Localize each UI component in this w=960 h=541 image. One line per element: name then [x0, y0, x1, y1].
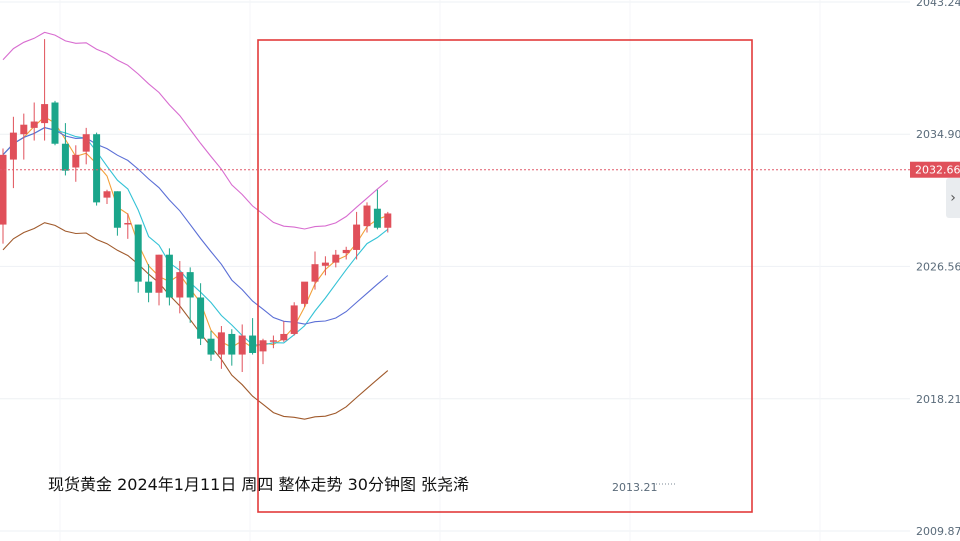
candle-body: [9, 132, 17, 160]
candle-body: [290, 305, 298, 334]
candle-body: [207, 338, 215, 355]
candle-series: [0, 39, 392, 372]
candle-body: [186, 272, 194, 298]
highlight-rectangle: [257, 39, 753, 513]
lower-band-line: [2, 222, 389, 420]
candle-body: [228, 333, 236, 355]
candle-body: [197, 297, 205, 339]
indicator-lines: [2, 31, 389, 420]
candle-body: [269, 340, 277, 342]
candle-body: [311, 264, 319, 282]
ma-line: [2, 127, 389, 325]
chart-title: 现货黄金 2024年1月11日 周四 整体走势 30分钟图 张尧浠: [48, 475, 469, 494]
candle-body: [363, 205, 371, 227]
candle-body: [332, 254, 340, 263]
candle-body: [72, 154, 80, 168]
candle-body: [0, 154, 7, 225]
candle-body: [373, 208, 381, 228]
highlight-box: [257, 39, 753, 513]
candle-body: [93, 134, 101, 203]
y-tick-label: 2034.90: [916, 128, 960, 141]
candle-body: [259, 340, 267, 352]
y-tick-label: 2009.87: [916, 525, 960, 538]
candle-body: [280, 333, 288, 341]
candle-body: [217, 332, 225, 355]
candle-body: [51, 102, 59, 144]
y-tick-label: 2043.24: [916, 0, 960, 9]
candle-body: [176, 272, 184, 298]
current-price-tag: [910, 161, 960, 178]
candle-body: [30, 121, 38, 128]
candle-body: [113, 191, 121, 228]
chevron-right-icon[interactable]: ›: [946, 178, 960, 218]
ma-line: [2, 116, 388, 349]
grid-lines: [0, 0, 910, 541]
candle-body: [145, 281, 153, 293]
candle-body: [20, 124, 28, 135]
ma-line: [2, 127, 389, 346]
y-tick-label: 2026.56: [916, 260, 960, 273]
y-tick-label: 2018.21: [916, 393, 960, 406]
candle-body: [353, 224, 361, 250]
candle-body: [134, 224, 142, 282]
candle-body: [155, 254, 163, 293]
candle-body: [384, 213, 392, 228]
candle-body: [124, 222, 132, 225]
low-price-label: 2013.21: [612, 481, 658, 494]
candle-body: [249, 335, 257, 353]
candle-body: [238, 335, 246, 355]
upper-band-line: [2, 31, 389, 230]
candle-body: [61, 143, 69, 171]
annotations: 2032.66 2013.21: [0, 161, 960, 494]
candle-body: [342, 249, 350, 254]
candle-body: [301, 281, 309, 304]
candle-body: [165, 254, 173, 298]
candle-body: [321, 262, 329, 266]
candle-body: [41, 104, 49, 124]
candle-body: [82, 134, 90, 152]
y-axis: 2043.24 2034.90 2026.56 2018.21 2009.87: [916, 0, 960, 538]
current-price-label: 2032.66: [915, 164, 960, 177]
candle-body: [103, 191, 111, 198]
